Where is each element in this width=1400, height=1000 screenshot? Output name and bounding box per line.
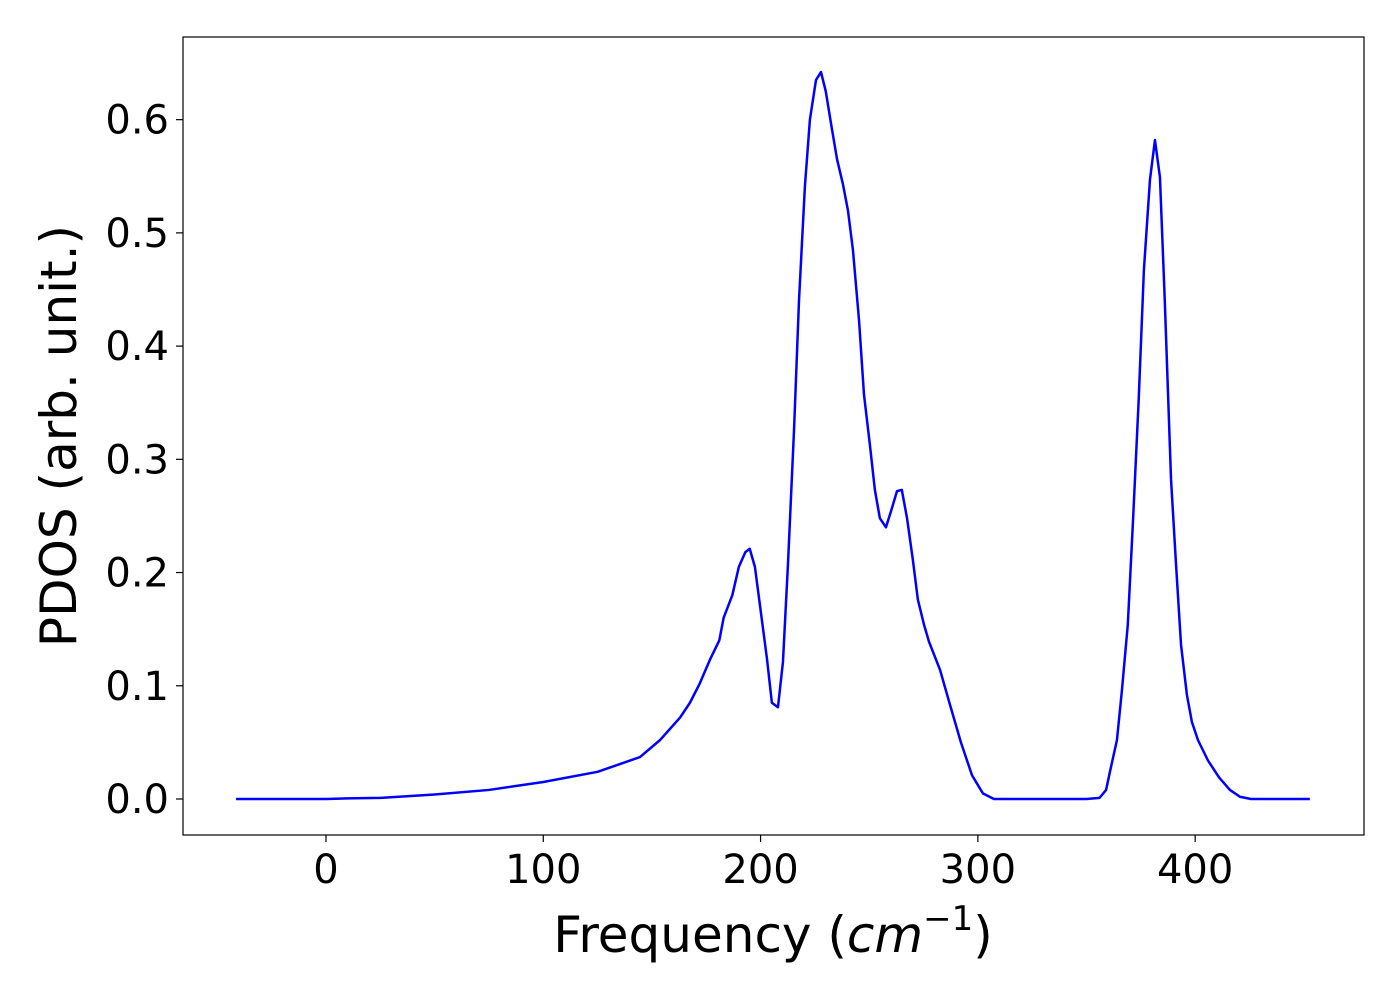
y-tick-label: 0.0 [105, 777, 169, 823]
y-tick-label: 0.6 [105, 98, 169, 144]
y-tick-label: 0.3 [105, 437, 169, 483]
x-tick-label: 400 [1157, 847, 1233, 893]
x-label-math: cm [847, 906, 923, 964]
plot-frame [182, 36, 1365, 836]
x-label-close: ) [973, 906, 993, 964]
y-tick-label: 0.1 [105, 664, 169, 710]
x-tick-label: 300 [940, 847, 1016, 893]
x-label-superscript: −1 [923, 899, 973, 939]
x-label-text: Frequency ( [553, 906, 847, 964]
x-tick-label: 0 [313, 847, 338, 893]
y-tick-label: 0.4 [105, 324, 169, 370]
x-tick-label: 100 [505, 847, 581, 893]
y-tick-label: 0.5 [105, 211, 169, 257]
y-tick-label: 0.2 [105, 551, 169, 597]
x-tick-label: 200 [722, 847, 798, 893]
y-axis-label: PDOS (arb. unit.) [30, 225, 88, 647]
x-axis-label: Frequency (cm−1) [553, 899, 993, 964]
pdos-line [236, 70, 1310, 801]
